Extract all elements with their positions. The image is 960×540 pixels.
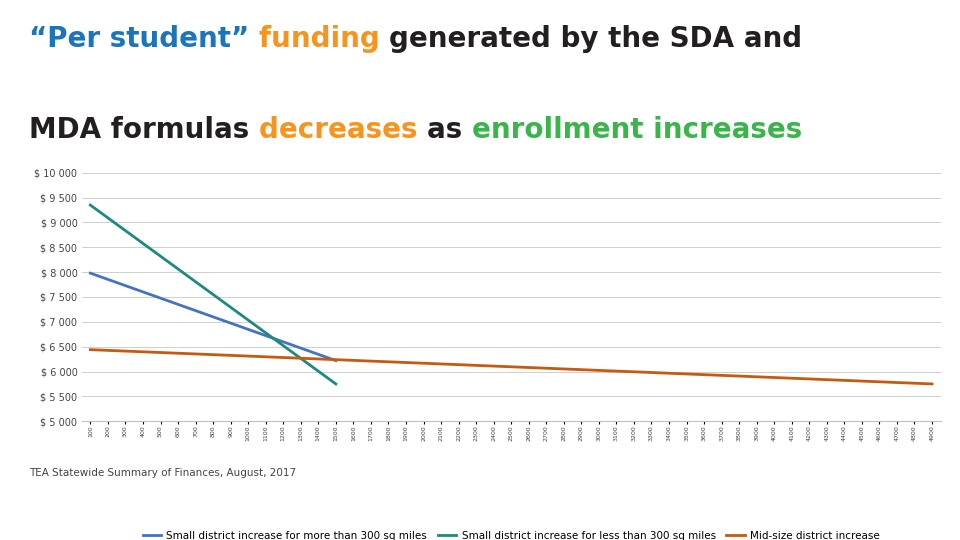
- Text: TEA Statewide Summary of Finances, August, 2017: TEA Statewide Summary of Finances, Augus…: [29, 468, 296, 478]
- Text: enrollment increases: enrollment increases: [471, 116, 802, 144]
- Text: 24: 24: [909, 518, 926, 532]
- Text: as: as: [427, 116, 471, 144]
- Text: MDA formulas: MDA formulas: [29, 116, 258, 144]
- Text: “Per student”: “Per student”: [29, 25, 258, 53]
- Text: generated by the SDA and: generated by the SDA and: [389, 25, 803, 53]
- Legend: Small district increase for more than 300 sq miles, Small district increase for : Small district increase for more than 30…: [138, 527, 884, 540]
- Text: decreases: decreases: [258, 116, 427, 144]
- Text: funding: funding: [258, 25, 389, 53]
